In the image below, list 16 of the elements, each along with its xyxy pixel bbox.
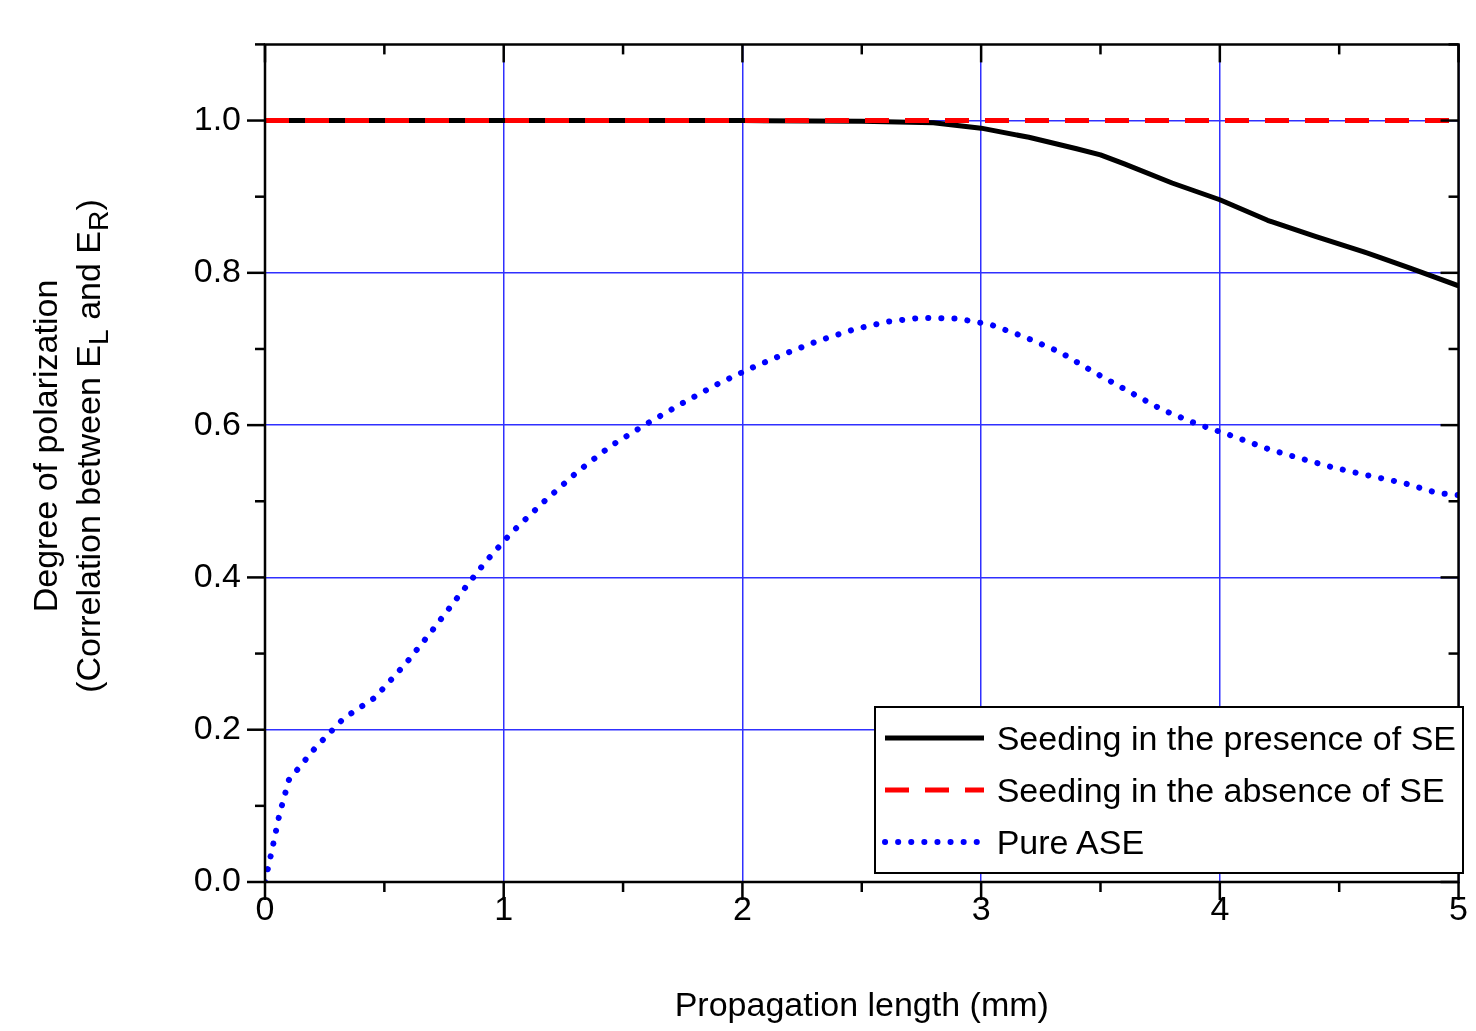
y-tick-label: 1.0	[193, 98, 241, 137]
legend-label: Seeding in the absence of SE	[996, 770, 1445, 810]
y-tick-label: 0.0	[193, 860, 241, 899]
y-tick-label: 0.2	[193, 708, 241, 747]
y-tick-label: 0.4	[193, 555, 241, 594]
x-tick-label: 2	[732, 888, 752, 927]
y-tick-label: 0.6	[193, 403, 241, 442]
y-tick-label: 0.8	[193, 251, 241, 290]
x-tick-label: 3	[971, 888, 991, 927]
x-tick-label: 5	[1449, 888, 1469, 927]
legend-label: Seeding in the presence of SE	[996, 718, 1456, 758]
x-axis-title: Propagation length (mm)	[674, 984, 1049, 1023]
x-tick-label: 0	[255, 888, 275, 927]
x-tick-label: 4	[1210, 888, 1230, 927]
legend-label: Pure ASE	[996, 822, 1145, 862]
x-tick-label: 1	[494, 888, 514, 927]
